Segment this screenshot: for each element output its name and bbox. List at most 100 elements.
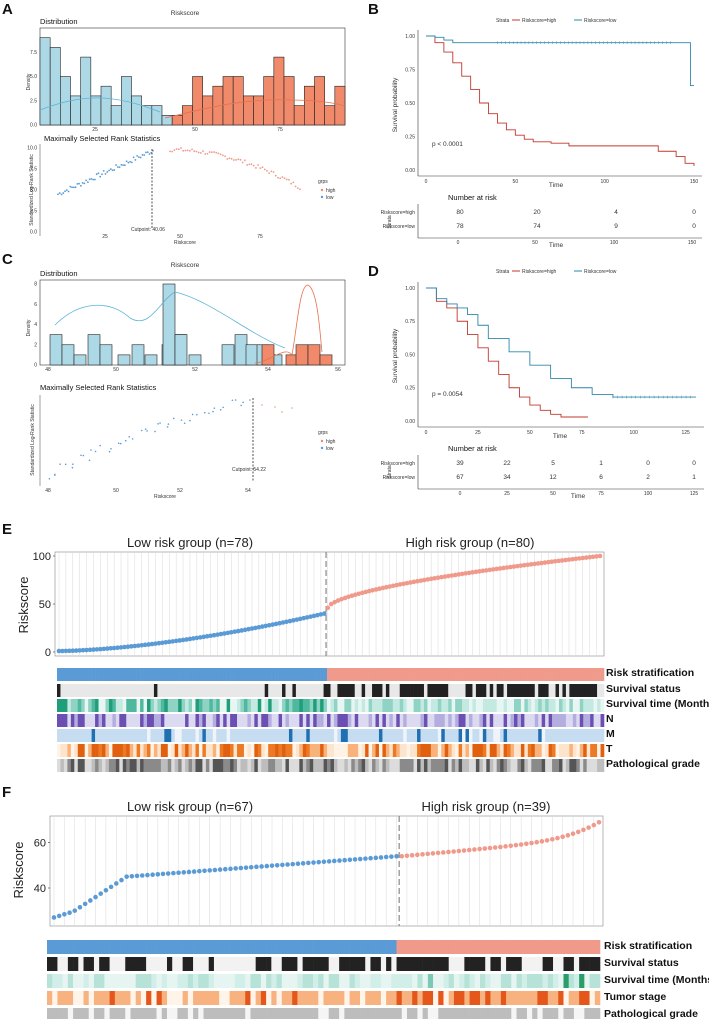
- x-tick-label: 0: [425, 430, 428, 436]
- heat-cell-risk: [392, 668, 397, 681]
- x-tick-label: 52: [177, 488, 183, 494]
- heat-cell-m: [330, 729, 335, 742]
- heat-cell-n: [479, 714, 484, 727]
- heat-cell-risk: [286, 940, 293, 954]
- heat-cell-time: [323, 699, 328, 712]
- heat-cell-t: [271, 744, 276, 757]
- heat-cell-status: [125, 957, 131, 971]
- heat-cell-stage: [589, 991, 596, 1005]
- score-point-high: [421, 577, 427, 583]
- heat-cell-status: [219, 957, 225, 971]
- heat-cell-status: [234, 957, 241, 971]
- scatter-point-low: [240, 404, 242, 407]
- heat-cell-grade: [500, 759, 504, 772]
- panel-a-legend-title: grps: [318, 179, 328, 185]
- score-point-low: [124, 874, 129, 879]
- heat-cell-grade: [328, 1008, 335, 1019]
- heat-cell-n: [451, 714, 456, 727]
- heat-cell-grade: [257, 759, 262, 772]
- risk-row-label: Riskscore=low: [383, 475, 416, 481]
- heat-cell-n: [361, 714, 366, 727]
- heat-cell-risk: [288, 668, 293, 681]
- heat-cell-stage: [375, 991, 382, 1005]
- score-point-low: [246, 626, 251, 632]
- heat-cell-grade: [437, 759, 442, 772]
- heat-cell-t: [420, 744, 425, 757]
- bar-high: [283, 76, 295, 126]
- heat-cell-status: [354, 957, 361, 971]
- bar-low: [60, 76, 71, 126]
- heat-cell-stage: [422, 991, 429, 1005]
- heat-cell-n: [292, 714, 297, 727]
- heat-cell-time: [278, 699, 283, 712]
- heat-cell-grade: [401, 1008, 408, 1019]
- heat-cell-m: [254, 729, 259, 742]
- heat-cell-time: [174, 699, 179, 712]
- heat-cell-grade: [140, 759, 144, 772]
- heat-cell-time: [479, 699, 484, 712]
- heat-cell-status: [202, 684, 207, 697]
- heat-cell-risk: [233, 668, 238, 681]
- heat-cell-grade: [250, 759, 255, 772]
- score-point-low: [77, 648, 82, 653]
- heat-cell-time: [361, 699, 366, 712]
- scatter-point-low: [72, 463, 74, 465]
- heat-cell-grade: [62, 1008, 69, 1019]
- heat-cell-stage: [396, 991, 403, 1005]
- heat-cell-time: [496, 699, 501, 712]
- score-point-low: [171, 870, 176, 876]
- x-tick-label: 50: [192, 127, 198, 133]
- panel-f-ylabel: Riskscore: [11, 841, 26, 898]
- heat-cell-status: [261, 684, 266, 697]
- heat-cell-m: [430, 729, 435, 742]
- heat-cell-time: [302, 699, 307, 712]
- heat-cell-status: [558, 684, 563, 697]
- heat-cell-m: [375, 729, 380, 742]
- heat-cell-grade: [344, 1008, 350, 1019]
- scatter-point-low: [120, 163, 123, 166]
- heat-cell-n: [91, 714, 96, 727]
- heat-cell-t: [468, 744, 473, 757]
- heat-cell-time: [140, 699, 144, 712]
- risk-x-tick: 25: [504, 491, 510, 497]
- heat-cell-risk: [115, 668, 120, 681]
- panel-letter-e: E: [2, 521, 12, 538]
- heat-cell-risk: [486, 668, 491, 681]
- heat-cell-grade: [537, 1008, 543, 1019]
- score-point-high: [594, 554, 599, 559]
- density-curve-high: [254, 284, 323, 364]
- heat-cell-time: [157, 699, 162, 712]
- heat-cell-status: [572, 684, 577, 697]
- heat-cell-time: [423, 699, 428, 712]
- heat-cell-status: [358, 684, 362, 697]
- heat-cell-time: [281, 974, 288, 988]
- heat-cell-m: [60, 729, 65, 742]
- scatter-point-low: [124, 439, 127, 442]
- score-point-high: [442, 574, 448, 579]
- heat-cell-risk: [562, 668, 567, 681]
- scatter-point-high: [180, 147, 182, 149]
- score-point-high: [432, 575, 437, 581]
- heat-cell-m: [285, 729, 290, 742]
- heat-cell-time: [462, 699, 466, 712]
- heat-cell-grade: [126, 759, 131, 772]
- score-point-low: [87, 647, 93, 653]
- heat-cell-grade: [482, 759, 487, 772]
- scatter-point-high: [299, 188, 301, 191]
- heat-cell-n: [579, 714, 584, 727]
- heat-cell-risk: [563, 940, 569, 954]
- heat-cell-n: [95, 714, 99, 727]
- heat-cell-m: [493, 729, 497, 742]
- heat-cell-time: [480, 974, 486, 988]
- heat-cell-t: [181, 744, 186, 757]
- heat-cell-status: [77, 684, 82, 697]
- heat-cell-status: [198, 957, 204, 971]
- heat-cell-time: [406, 974, 413, 988]
- panel-e-low-label: Low risk group (n=78): [127, 535, 253, 550]
- heat-cell-n: [493, 714, 497, 727]
- heat-cell-status: [193, 957, 199, 971]
- scatter-point-high: [283, 177, 286, 180]
- heat-cell-risk: [297, 940, 303, 954]
- heat-cell-n: [590, 714, 594, 727]
- heat-cell-grade: [370, 1008, 376, 1019]
